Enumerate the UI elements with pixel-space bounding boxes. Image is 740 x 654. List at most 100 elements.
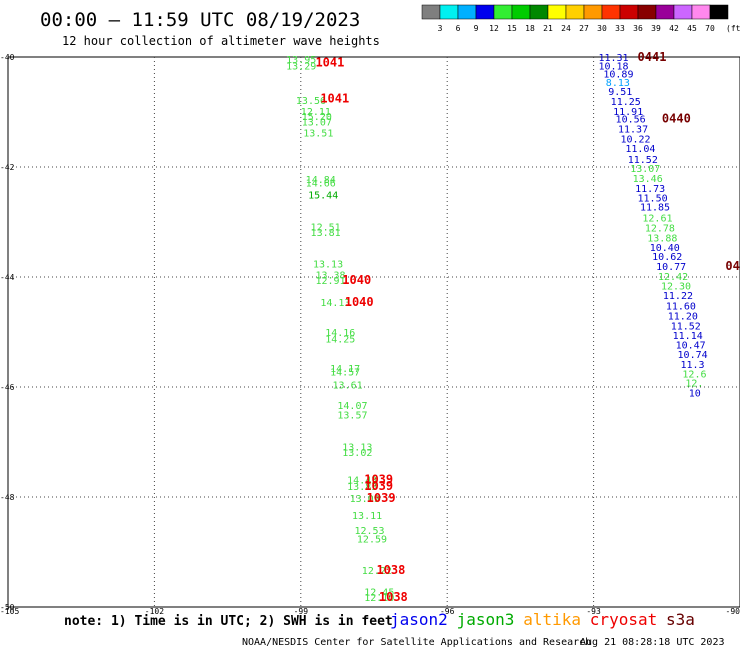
lon-tick-label: -102 bbox=[145, 607, 164, 616]
colorbar-tick-label: 9 bbox=[474, 24, 479, 33]
wave-height-value: 14.13 bbox=[320, 298, 350, 309]
colorbar-tick-label: 39 bbox=[651, 24, 661, 33]
altimeter-tracks: 13.9513.2913.5612.1115.2013.0713.5114.84… bbox=[286, 53, 707, 604]
pressure-label: 1038 bbox=[376, 563, 405, 577]
wave-height-value: 8.13 bbox=[606, 78, 630, 89]
wave-height-value: 13.46 bbox=[633, 174, 663, 185]
pressure-label: 0441 bbox=[638, 50, 667, 64]
wave-height-value: 13.07 bbox=[302, 117, 332, 128]
legend-satellite-jason3: jason3 bbox=[457, 610, 515, 629]
wave-height-value: 13.13 bbox=[342, 442, 372, 453]
wave-height-value: 10 bbox=[689, 389, 701, 400]
colorbar-swatch bbox=[637, 4, 657, 20]
colorbar-swatch bbox=[691, 4, 711, 20]
wave-height-value: 14.17 bbox=[330, 364, 360, 375]
wave-height-value: 12. bbox=[685, 379, 703, 390]
colorbar-swatch bbox=[601, 4, 621, 20]
wave-height-value: 10.77 bbox=[656, 262, 686, 273]
wave-height-value: 13.38 bbox=[315, 270, 345, 281]
wave-height-value: 9.51 bbox=[608, 87, 632, 98]
colorbar-swatch bbox=[583, 4, 603, 20]
map-frame bbox=[7, 56, 740, 608]
footer-note: note: 1) Time is in UTC; 2) SWH is in fe… bbox=[64, 614, 393, 629]
pressure-label: 1041 bbox=[320, 91, 349, 105]
colorbar-tick-label: 6 bbox=[456, 24, 461, 33]
wave-height-value: 11.31 bbox=[598, 53, 628, 64]
wave-height-value: 10.62 bbox=[652, 252, 682, 263]
wave-height-value: 12.53 bbox=[354, 526, 384, 537]
colorbar-tick-label: 18 bbox=[525, 24, 535, 33]
wave-height-value: 10.40 bbox=[650, 243, 680, 254]
colorbar-tick-label: 15 bbox=[507, 24, 517, 33]
wave-height-value: 12.91 bbox=[315, 276, 345, 287]
wave-height-value: 14.66 bbox=[306, 178, 336, 189]
wave-height-value: 10.18 bbox=[598, 61, 628, 72]
colorbar-tick-label: 27 bbox=[579, 24, 589, 33]
timestamp-text: Aug 21 08:28:18 UTC 2023 bbox=[580, 637, 725, 648]
wave-height-value: 11.50 bbox=[638, 193, 668, 204]
wave-height-value: 13.57 bbox=[337, 411, 367, 422]
wave-height-value: 12.42 bbox=[658, 272, 688, 283]
pressure-label: 1041 bbox=[315, 56, 344, 70]
colorbar-tick-label: 42 bbox=[669, 24, 679, 33]
colorbar-tick-label: 12 bbox=[489, 24, 499, 33]
colorbar-tick-label: 3 bbox=[438, 24, 443, 33]
pressure-label: 1039 bbox=[364, 479, 393, 493]
legend-satellite-altika: altika bbox=[523, 610, 581, 629]
colorbar-swatch bbox=[565, 4, 585, 20]
colorbar-tick-label: 33 bbox=[615, 24, 625, 33]
page-subtitle: 12 hour collection of altimeter wave hei… bbox=[62, 34, 380, 48]
colorbar-tick-label: 30 bbox=[597, 24, 607, 33]
wave-height-value: 14.84 bbox=[306, 175, 336, 186]
wave-height-value: 13.07 bbox=[630, 164, 660, 175]
colorbar-tick-label: 21 bbox=[543, 24, 553, 33]
wave-height-value: 14.07 bbox=[337, 401, 367, 412]
lat-tick-label: -48 bbox=[0, 493, 15, 502]
wave-height-value: 10.74 bbox=[678, 350, 708, 361]
wave-height-value: 13.88 bbox=[647, 233, 677, 244]
colorbar-tick-label: 24 bbox=[561, 24, 571, 33]
wave-height-value: 14.43 bbox=[347, 475, 377, 486]
wave-height-value: 11.91 bbox=[613, 107, 643, 118]
pressure-label: 0439 bbox=[725, 259, 740, 273]
pressure-label: 1038 bbox=[379, 590, 408, 604]
wave-height-value: 12.59 bbox=[357, 534, 387, 545]
wave-height-value: 14.16 bbox=[325, 328, 355, 339]
credit-text: NOAA/NESDIS Center for Satellite Applica… bbox=[242, 637, 591, 648]
lon-tick-label: -96 bbox=[440, 607, 455, 616]
wave-height-value: 10.89 bbox=[603, 70, 633, 81]
legend-satellite-s3a: s3a bbox=[666, 610, 695, 629]
lon-tick-label: -105 bbox=[0, 607, 19, 616]
wave-height-value: 13.81 bbox=[311, 228, 341, 239]
wave-height-value: 13.09 bbox=[350, 494, 380, 505]
wave-height-value: 12.45 bbox=[364, 588, 394, 599]
colorbar-swatch bbox=[439, 4, 459, 20]
lon-tick-label: -93 bbox=[586, 607, 601, 616]
pressure-label: 1039 bbox=[364, 472, 393, 486]
legend-satellite-jason2: jason2 bbox=[390, 610, 448, 629]
lon-tick-label: -90 bbox=[726, 607, 740, 616]
lat-tick-label: -40 bbox=[0, 53, 15, 62]
wave-height-value: 11.52 bbox=[671, 321, 701, 332]
wave-height-value: 13.56 bbox=[296, 96, 326, 107]
wave-height-value: 12.30 bbox=[661, 281, 691, 292]
wave-height-value: 11.73 bbox=[635, 184, 665, 195]
satellite-legend: jason2 jason3 altika cryosat s3a bbox=[390, 610, 695, 629]
colorbar-swatch bbox=[457, 4, 477, 20]
wave-height-value: 10.22 bbox=[620, 134, 650, 145]
colorbar-unit: (ft) bbox=[726, 24, 740, 33]
wave-height-value: 13.51 bbox=[303, 128, 333, 139]
colorbar-swatch bbox=[673, 4, 693, 20]
wave-height-value: 15.20 bbox=[302, 112, 332, 123]
wave-height-value: 13.83 bbox=[347, 482, 377, 493]
wave-height-value: 12.22 bbox=[362, 566, 392, 577]
wave-height-value: 12.51 bbox=[311, 222, 341, 233]
lat-tick-label: -50 bbox=[0, 603, 15, 612]
wave-height-value: 10.47 bbox=[676, 341, 706, 352]
colorbar-swatch bbox=[547, 4, 567, 20]
colorbar-swatch bbox=[655, 4, 675, 20]
wave-height-value: 13.29 bbox=[286, 61, 316, 72]
wave-height-value: 14.57 bbox=[330, 368, 360, 379]
